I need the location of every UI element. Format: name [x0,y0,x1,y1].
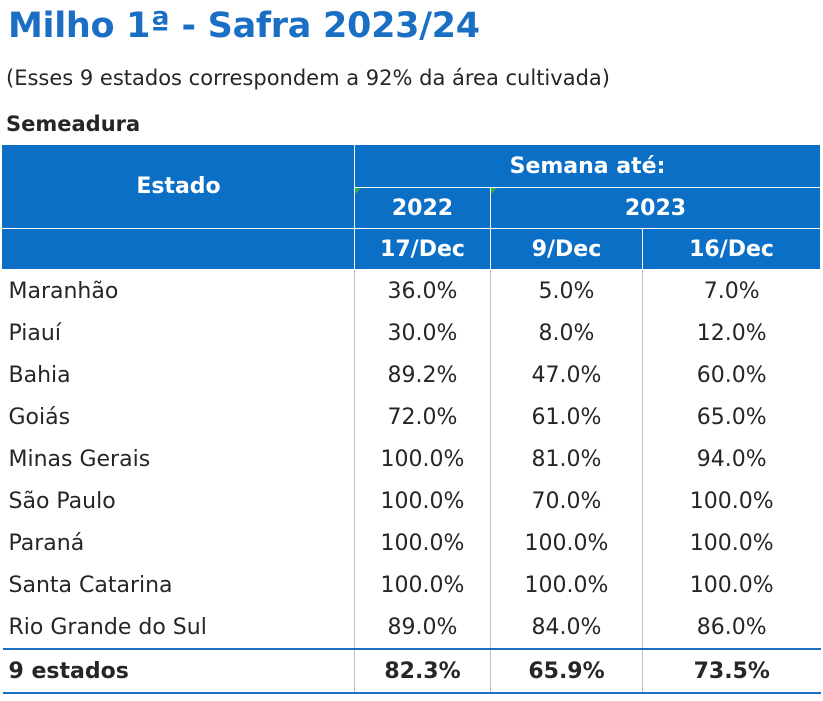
header-semana: Semana até: [354,144,821,188]
value-cell: 65.0% [696,404,767,430]
value-cell: 12.0% [696,320,767,346]
value-cell: 100.0% [689,488,774,514]
header-date-3: 16/Dec [642,228,821,270]
value-cell: 7.0% [703,278,760,304]
state-cell: Minas Gerais [2,438,355,480]
table-row: Rio Grande do Sul 89.0% 84.0% 86.0% [2,606,821,649]
header-date-2: 9/Dec [490,228,643,270]
cell-marker-icon [491,188,497,194]
total-label: 9 estados [2,648,355,694]
section-label: Semeadura [6,112,141,136]
header-blank [2,228,355,270]
value-cell: 47.0% [490,354,643,396]
header-year-2023: 2023 [490,187,821,229]
value-cell: 100.0% [490,522,643,564]
value-cell: 86.0% [696,614,767,640]
value-cell: 89.2% [354,354,491,396]
table-row: Paraná 100.0% 100.0% 100.0% [2,522,821,564]
table-row: Bahia 89.2% 47.0% 60.0% [2,354,821,396]
value-cell: 100.0% [490,564,643,606]
page-title: Milho 1ª - Safra 2023/24 [8,6,480,46]
value-cell: 100.0% [354,480,491,522]
state-cell: São Paulo [2,480,355,522]
state-cell: Bahia [2,354,355,396]
table-row: Santa Catarina 100.0% 100.0% 100.0% [2,564,821,606]
value-cell: 94.0% [696,446,767,472]
value-cell: 60.0% [696,362,767,388]
value-cell: 61.0% [490,396,643,438]
total-value: 73.5% [642,648,821,694]
table-row: Maranhão 36.0% 5.0% 7.0% [2,269,821,312]
value-cell: 100.0% [689,572,774,598]
value-cell: 100.0% [689,530,774,556]
total-value: 82.3% [354,648,491,694]
value-cell: 30.0% [354,312,491,354]
value-cell: 70.0% [490,480,643,522]
table-row: Minas Gerais 100.0% 81.0% 94.0% [2,438,821,480]
value-cell: 36.0% [354,269,491,312]
state-cell: Goiás [2,396,355,438]
value-cell: 81.0% [490,438,643,480]
table-row: Goiás 72.0% 61.0% 65.0% [2,396,821,438]
state-cell: Santa Catarina [2,564,355,606]
header-year-2022: 2022 [354,187,491,229]
value-cell: 5.0% [490,269,643,312]
value-cell: 72.0% [354,396,491,438]
state-cell: Rio Grande do Sul [2,606,355,649]
table-row: São Paulo 100.0% 70.0% 100.0% [2,480,821,522]
value-cell: 8.0% [490,312,643,354]
total-row: 9 estados 82.3% 65.9% 73.5% [2,648,821,694]
value-cell: 89.0% [354,606,491,649]
value-cell: 100.0% [354,522,491,564]
state-cell: Paraná [2,522,355,564]
value-cell: 84.0% [490,606,643,649]
state-cell: Piauí [2,312,355,354]
table-row: Piauí 30.0% 8.0% 12.0% [2,312,821,354]
page-subtitle: (Esses 9 estados correspondem a 92% da á… [6,66,610,90]
total-value: 65.9% [490,648,643,694]
value-cell: 100.0% [354,564,491,606]
state-cell: Maranhão [2,269,355,312]
header-date-1: 17/Dec [354,228,491,270]
planting-table: Estado Semana até: 2022 2023 17/Dec 9/De… [2,144,821,694]
header-estado: Estado [2,144,355,229]
cell-marker-icon [355,188,361,194]
value-cell: 100.0% [354,438,491,480]
